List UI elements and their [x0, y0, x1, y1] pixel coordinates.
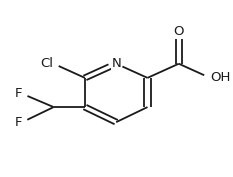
Text: F: F [15, 116, 22, 129]
Text: O: O [174, 25, 184, 38]
Text: OH: OH [210, 71, 230, 84]
Text: F: F [15, 87, 22, 100]
Text: N: N [111, 57, 121, 70]
Text: Cl: Cl [41, 57, 54, 70]
